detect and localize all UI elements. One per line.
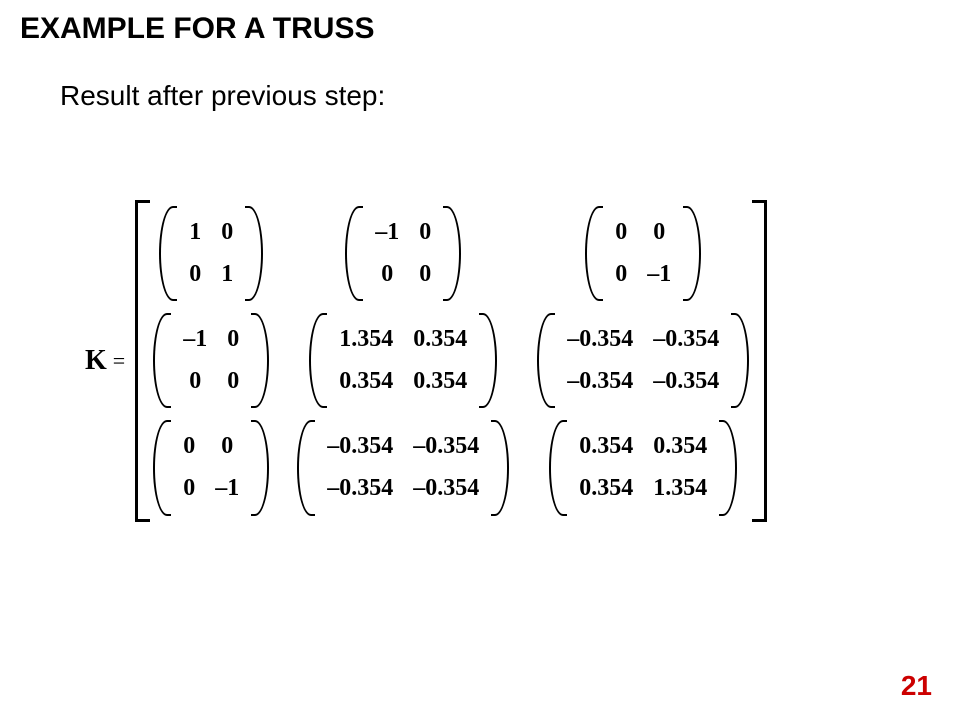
cell: 0.354 [403, 426, 489, 468]
cell: 0 [205, 426, 249, 468]
paren-right-icon [683, 206, 701, 301]
cell: 0.354 [569, 468, 643, 510]
submatrix-2-0: 0001 [153, 420, 269, 515]
cell: 0.354 [317, 426, 403, 468]
cell: 1.354 [643, 468, 717, 510]
cell: 0 [179, 254, 211, 296]
cell: 0 [605, 212, 637, 254]
cell: 0 [173, 361, 217, 403]
stiffness-matrix-equation: K = 10011000000110001.3540.3540.3540.354… [85, 200, 767, 522]
cell: 0.354 [643, 361, 729, 403]
cell: 0 [605, 254, 637, 296]
outer-bracket: 10011000000110001.3540.3540.3540.3540.35… [135, 200, 767, 522]
cell: 0 [409, 212, 441, 254]
paren-right-icon [245, 206, 263, 301]
paren-left-icon [345, 206, 363, 301]
cell: 0.354 [643, 319, 729, 361]
paren-right-icon [251, 313, 269, 408]
cell: 0 [365, 254, 409, 296]
submatrix-table: 0.3540.3540.3541.354 [569, 426, 717, 509]
cell: 1 [179, 212, 211, 254]
cell: 0.354 [403, 361, 477, 403]
paren-left-icon [537, 313, 555, 408]
paren-left-icon [297, 420, 315, 515]
cell: 0 [637, 212, 681, 254]
cell: 0 [173, 426, 205, 468]
page-number: 21 [901, 670, 932, 702]
cell: 0 [409, 254, 441, 296]
paren-left-icon [585, 206, 603, 301]
paren-right-icon [251, 420, 269, 515]
submatrix-table: 1.3540.3540.3540.354 [329, 319, 477, 402]
cell: 0.354 [317, 468, 403, 510]
cell: 0 [217, 319, 249, 361]
paren-right-icon [443, 206, 461, 301]
paren-right-icon [479, 313, 497, 408]
paren-right-icon [731, 313, 749, 408]
cell: 1 [205, 468, 249, 510]
submatrix-table: 0.3540.3540.3540.354 [317, 426, 489, 509]
submatrix-table: 0001 [605, 212, 681, 295]
cell: 0.354 [403, 319, 477, 361]
cell: 1 [173, 319, 217, 361]
cell: 0.354 [557, 361, 643, 403]
cell: 0.354 [329, 361, 403, 403]
cell: 1 [365, 212, 409, 254]
cell: 1.354 [329, 319, 403, 361]
paren-left-icon [153, 420, 171, 515]
submatrix-table: 0.3540.3540.3540.354 [557, 319, 729, 402]
slide-title: EXAMPLE FOR A TRUSS [20, 12, 374, 46]
paren-right-icon [491, 420, 509, 515]
paren-left-icon [549, 420, 567, 515]
cell: 0.354 [643, 426, 717, 468]
submatrix-table: 1001 [179, 212, 243, 295]
paren-right-icon [719, 420, 737, 515]
submatrix-table: 1000 [173, 319, 249, 402]
submatrix-1-0: 1000 [153, 313, 269, 408]
paren-left-icon [153, 313, 171, 408]
paren-left-icon [309, 313, 327, 408]
submatrix-0-0: 1001 [159, 206, 263, 301]
block-matrix-grid: 10011000000110001.3540.3540.3540.3540.35… [153, 206, 749, 516]
cell: 1 [637, 254, 681, 296]
submatrix-0-1: 1000 [345, 206, 461, 301]
paren-left-icon [159, 206, 177, 301]
cell: 0.354 [557, 319, 643, 361]
submatrix-0-2: 0001 [585, 206, 701, 301]
cell: 0.354 [569, 426, 643, 468]
slide-subtitle: Result after previous step: [60, 80, 385, 112]
submatrix-1-2: 0.3540.3540.3540.354 [537, 313, 749, 408]
cell: 0 [217, 361, 249, 403]
submatrix-table: 1000 [365, 212, 441, 295]
cell: 0.354 [403, 468, 489, 510]
submatrix-2-2: 0.3540.3540.3541.354 [549, 420, 737, 515]
cell: 0 [173, 468, 205, 510]
submatrix-2-1: 0.3540.3540.3540.354 [297, 420, 509, 515]
submatrix-1-1: 1.3540.3540.3540.354 [309, 313, 497, 408]
submatrix-table: 0001 [173, 426, 249, 509]
equals-sign: = [113, 348, 125, 374]
cell: 0 [211, 212, 243, 254]
matrix-symbol: K [85, 345, 107, 377]
cell: 1 [211, 254, 243, 296]
